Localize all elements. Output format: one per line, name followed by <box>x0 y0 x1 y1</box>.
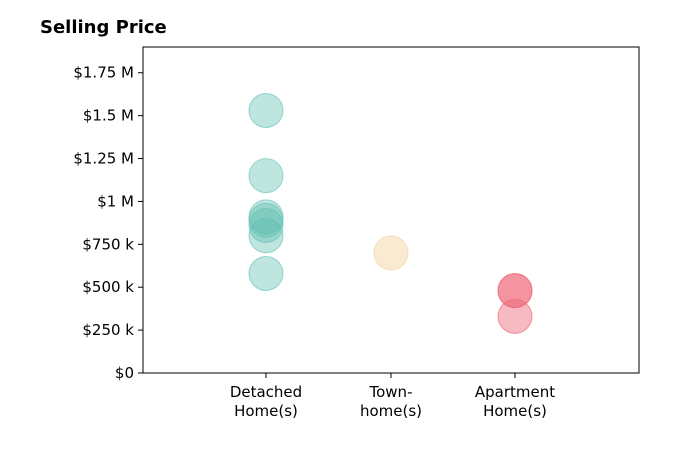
data-point <box>497 298 533 334</box>
x-tick-label: Detached <box>230 383 302 401</box>
x-tick-label: Home(s) <box>483 402 547 420</box>
plot-area <box>142 46 640 374</box>
y-axis: $0 $250 k $500 k $750 k $1 M $1.25 M $1.5 M $1.… <box>73 64 143 382</box>
data-point <box>248 158 284 194</box>
x-axis: DetachedHome(s)Town-home(s)ApartmentHome… <box>230 373 555 420</box>
data-point <box>248 207 284 243</box>
y-tick-label: $750 k <box>82 235 134 253</box>
data-point <box>248 255 284 291</box>
y-tick-label: $500 k <box>82 278 134 296</box>
data-point <box>248 218 284 254</box>
data-point <box>497 273 533 309</box>
y-tick-label: $1.5 M <box>83 107 134 125</box>
y-tick-label: $1 M <box>97 192 134 210</box>
x-tick-label: Home(s) <box>234 402 298 420</box>
data-points <box>248 92 533 334</box>
chart-title: Selling Price <box>40 17 167 38</box>
x-tick-label: Town- <box>369 383 413 401</box>
data-point <box>248 202 284 238</box>
y-tick-label: $0 <box>115 364 134 382</box>
data-point <box>248 92 284 128</box>
x-tick-label: Apartment <box>475 383 555 401</box>
x-tick-label: home(s) <box>360 402 422 420</box>
data-point <box>373 235 409 271</box>
y-tick-label: $250 k <box>82 321 134 339</box>
y-tick-label: $1.75 M <box>73 64 134 82</box>
y-tick-label: $1.25 M <box>73 150 134 168</box>
